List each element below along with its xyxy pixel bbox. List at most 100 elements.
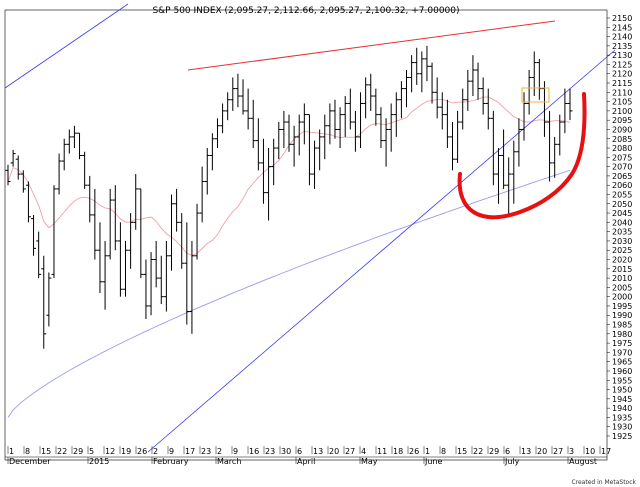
y-tick-label: 2025 (612, 246, 632, 255)
x-tick-label: 23 (201, 447, 211, 456)
month-label: March (217, 457, 241, 466)
ohlc-bar (373, 88, 379, 126)
ohlc-bar (480, 77, 486, 115)
ohlc-bar (153, 240, 159, 288)
y-axis: 1925193019351940194519501955196019651970… (607, 14, 632, 441)
y-tick-label: 2150 (612, 14, 632, 23)
y-tick-label: 1985 (612, 321, 632, 330)
y-tick-label: 2090 (612, 125, 632, 134)
x-tick-label: 9 (169, 447, 174, 456)
moving-average-long (7, 169, 571, 418)
y-tick-label: 2005 (612, 283, 632, 292)
ohlc-bar (82, 151, 88, 189)
y-tick-label: 2085 (612, 135, 632, 144)
ohlc-bar (225, 92, 231, 121)
ohlc-bar (465, 70, 471, 111)
x-tick-label: 20 (329, 447, 339, 456)
ohlc-bar (327, 103, 333, 145)
month-label: May (361, 457, 378, 466)
ohlc-bar (449, 122, 455, 171)
x-tick-label: 9 (233, 447, 238, 456)
ohlc-bar (347, 88, 353, 130)
ohlc-bar (97, 222, 103, 293)
y-tick-label: 2135 (612, 42, 632, 51)
y-tick-label: 2145 (612, 23, 632, 32)
ohlc-bar (393, 92, 399, 137)
y-tick-label: 2020 (612, 256, 632, 265)
y-tick-label: 2105 (612, 98, 632, 107)
ohlc-bar (56, 153, 62, 195)
ohlc-bar (378, 107, 384, 149)
ohlc-bar (383, 118, 389, 167)
y-tick-label: 1945 (612, 395, 632, 404)
x-tick-label: 1 (425, 447, 430, 456)
ohlc-bar (220, 103, 226, 134)
y-tick-label: 1960 (612, 367, 632, 376)
x-tick-label: 6 (505, 447, 510, 456)
ohlc-bar (189, 240, 195, 334)
month-label: 2015 (89, 457, 109, 466)
ohlc-bar (260, 138, 266, 204)
rising-trend-line (147, 49, 616, 453)
y-tick-label: 2065 (612, 172, 632, 181)
ohlc-bar (271, 138, 277, 186)
x-tick-label: 17 (601, 447, 611, 456)
ohlc-bar (199, 166, 205, 223)
y-tick-label: 1990 (612, 311, 632, 320)
ohlc-bar (434, 77, 440, 119)
x-tick-label: 27 (553, 447, 563, 456)
ohlc-bar (332, 99, 338, 139)
ohlc-bar (291, 125, 297, 167)
ohlc-bar (92, 188, 98, 260)
ohlc-bar (107, 188, 113, 260)
y-tick-label: 2045 (612, 209, 632, 218)
y-tick-label: 1975 (612, 339, 632, 348)
ohlc-bar (117, 222, 123, 297)
ohlc-bar (158, 255, 164, 305)
ohlc-bar (424, 45, 430, 82)
ohlc-bar (475, 62, 481, 100)
ohlc-bar (133, 174, 139, 230)
ohlc-bar (296, 114, 302, 156)
y-tick-label: 2060 (612, 181, 632, 190)
ohlc-bar (470, 55, 476, 97)
ohlc-bar (46, 272, 52, 327)
ohlc-bar (388, 103, 394, 152)
y-tick-label: 1980 (612, 330, 632, 339)
y-tick-label: 2140 (612, 33, 632, 42)
ohlc-bar (240, 79, 246, 115)
x-tick-label: 3 (569, 447, 574, 456)
ohlc-bar (66, 129, 72, 154)
ohlc-bar (31, 214, 37, 256)
ohlc-bar (41, 255, 47, 349)
ohlc-bar (143, 259, 149, 319)
ohlc-bar (322, 114, 328, 160)
month-label: April (297, 457, 315, 466)
ohlc-bar (352, 110, 358, 152)
ohlc-bar (485, 88, 491, 130)
ohlc-bar (179, 213, 185, 269)
ohlc-bar (71, 125, 77, 149)
month-label: June (424, 457, 443, 466)
ohlc-bar (25, 181, 31, 223)
y-tick-label: 2125 (612, 60, 632, 69)
ohlc-bar (174, 188, 180, 232)
x-tick-label: 15 (457, 447, 467, 456)
y-tick-label: 2040 (612, 218, 632, 227)
ohlc-bar (20, 170, 26, 193)
ohlc-bar (102, 240, 108, 310)
x-tick-label: 11 (377, 447, 387, 456)
x-tick-label: 26 (409, 447, 419, 456)
ohlc-bar (51, 185, 57, 279)
x-tick-label: 30 (281, 447, 291, 456)
x-tick-label: 1 (9, 447, 14, 456)
ohlc-bar (404, 70, 410, 108)
x-tick-label: 8 (441, 447, 446, 456)
y-tick-label: 2110 (612, 88, 632, 97)
ohlc-bar (531, 51, 537, 97)
ohlc-bar (194, 203, 200, 260)
ohlc-bar (61, 138, 67, 171)
watermark-text: Created in MetaStock (571, 479, 636, 486)
ohlc-bar (557, 114, 563, 156)
